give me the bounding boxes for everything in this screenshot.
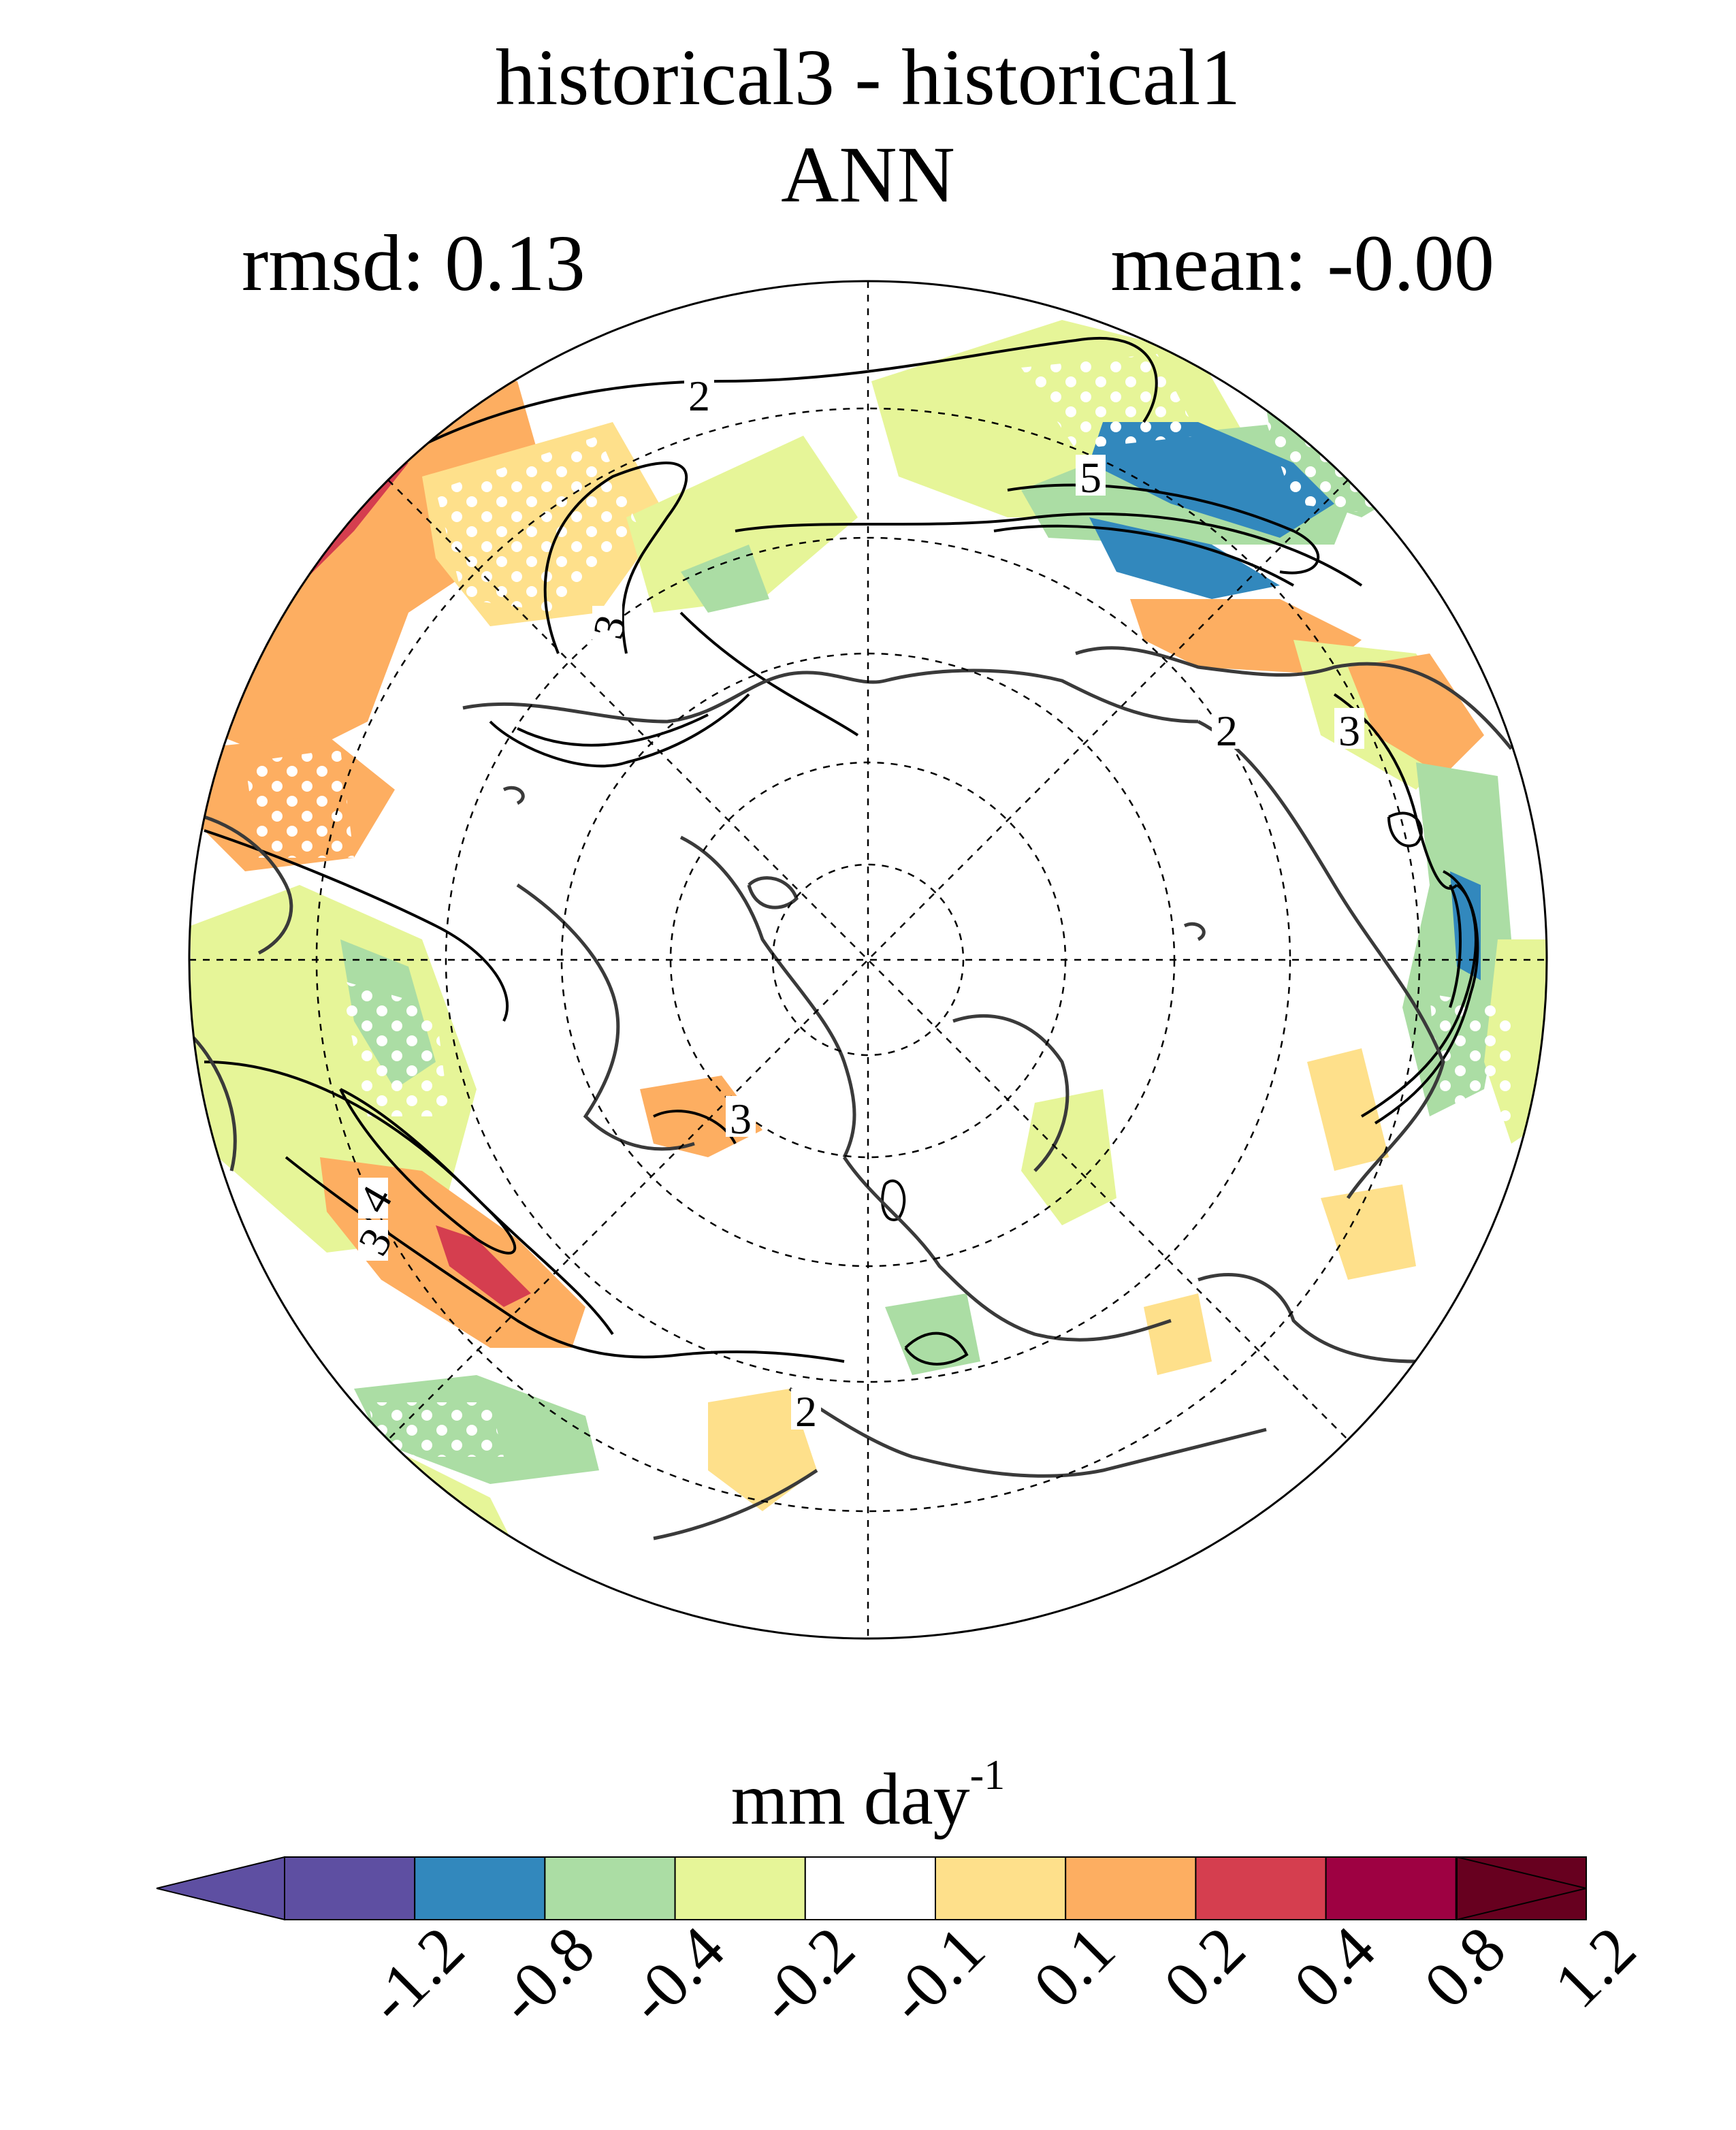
stipple-area [340, 980, 449, 1116]
contour-label-layer: 2 3 5 2 3 3 4 3 2 [349, 372, 1364, 1436]
meridian-line [387, 479, 1349, 1440]
graticule [189, 281, 1547, 1639]
coastline [1197, 720, 1445, 1199]
colorbar-tick-label: -1.2 [353, 1912, 478, 2037]
stipple-area [436, 436, 640, 613]
stipple-area [368, 1402, 504, 1457]
contour-line [1374, 884, 1479, 1125]
colorbar-over-arrow [1456, 1856, 1587, 1921]
colorbar-box [1065, 1856, 1197, 1920]
coastline [1075, 646, 1513, 750]
stippling-layer [245, 281, 1511, 1457]
shade-region [1089, 422, 1334, 538]
units-text: mm day [730, 1759, 970, 1840]
colorbar-box [284, 1856, 416, 1920]
coastline [747, 876, 799, 909]
shade-region [436, 1225, 531, 1307]
shade-region [1348, 653, 1484, 776]
rmsd-label: rmsd: 0.13 [242, 219, 585, 308]
contour-line [312, 336, 1158, 519]
shade-region [708, 1389, 817, 1511]
colorbar-box [544, 1856, 676, 1920]
colorbar-tick-label: 0.4 [1280, 1912, 1389, 2022]
coastline [842, 1156, 1172, 1342]
shade-region [1144, 1293, 1212, 1375]
colorbar-box [1195, 1856, 1327, 1920]
coastline [189, 1033, 237, 1172]
colorbar: -1.2 -0.8 -0.4 -0.2 -0.1 0.1 0.2 0.4 0.8 1.2 [156, 1856, 1650, 2037]
stipple-area [722, 281, 817, 354]
colorbar-tick-label: 0.1 [1019, 1912, 1129, 2022]
units-label: mm day-1 [0, 1754, 1736, 1837]
contour-line [679, 611, 859, 737]
shade-region [1321, 1184, 1416, 1280]
colorbar-box [804, 1856, 937, 1920]
contour-line [543, 462, 688, 654]
contour-line [904, 1332, 969, 1366]
coastline [516, 883, 695, 1151]
contour-line [489, 693, 750, 768]
coastline [502, 786, 525, 805]
contour-line [517, 713, 709, 747]
coastline [653, 1468, 818, 1540]
contour-line [204, 829, 509, 1022]
plot-title: historical3 - historical1 [495, 33, 1241, 122]
polar-map: 2 3 5 2 3 3 4 3 2 [188, 280, 1548, 1640]
stipple-area [245, 749, 354, 858]
contour-layer [204, 336, 1479, 1366]
coastline [462, 668, 1199, 724]
colorbar-under-arrow [156, 1856, 285, 1921]
season-label: ANN [781, 130, 955, 219]
colorbar-tick-label: 0.2 [1150, 1912, 1259, 2022]
coastline [952, 1014, 1070, 1172]
latitude-circle [771, 863, 965, 1056]
colorbar-boxes [284, 1856, 1588, 1920]
coastline-layer [189, 646, 1541, 1540]
units-exponent: -1 [969, 1752, 1006, 1798]
colorbar-tick-label: 0.8 [1410, 1912, 1520, 2022]
shade-region [626, 436, 858, 613]
coastline [788, 1387, 1267, 1478]
colorbar-box [414, 1856, 546, 1920]
stipple-area [1430, 994, 1511, 1157]
contour-label: 3 [1338, 707, 1360, 755]
colorbar-box [674, 1856, 806, 1920]
mean-label: mean: -0.00 [1110, 219, 1494, 308]
contour-label: 2 [795, 1387, 817, 1436]
contour-line [339, 1088, 517, 1255]
meridian-line [387, 479, 1349, 1440]
stipple-area [1021, 354, 1198, 449]
colorbar-tick-label: 1.2 [1540, 1912, 1650, 2022]
shade-region [1021, 1089, 1116, 1225]
contour-label: 2 [688, 372, 710, 420]
shade-region [681, 545, 769, 613]
coastline [204, 815, 293, 955]
colorbar-tick-labels: -1.2 -0.8 -0.4 -0.2 -0.1 0.1 0.2 0.4 0.8 1.2 [353, 1912, 1650, 2037]
colorbar-tick-label: -0.2 [743, 1912, 868, 2037]
shade-region [1307, 1048, 1389, 1171]
contour-line [1387, 811, 1423, 848]
latitude-circle [445, 536, 1291, 1383]
shade-region [1089, 517, 1280, 599]
colorbar-tick-label: -0.4 [613, 1912, 738, 2037]
contour-label: 3 [730, 1095, 752, 1143]
colorbar-box [935, 1856, 1067, 1920]
colorbar-tick-label: -0.1 [874, 1912, 999, 2037]
coastline [679, 835, 856, 1159]
colorbar-tick-label: -0.8 [483, 1912, 608, 2037]
contour-line [735, 512, 1363, 587]
contour-label: 2 [1216, 707, 1238, 755]
map-border [188, 280, 1548, 1640]
shade-region [1450, 871, 1481, 980]
coastline [1183, 922, 1206, 941]
contour-label: 5 [1080, 453, 1102, 502]
contour-line [1449, 884, 1462, 1008]
colorbar-box [1325, 1856, 1457, 1920]
